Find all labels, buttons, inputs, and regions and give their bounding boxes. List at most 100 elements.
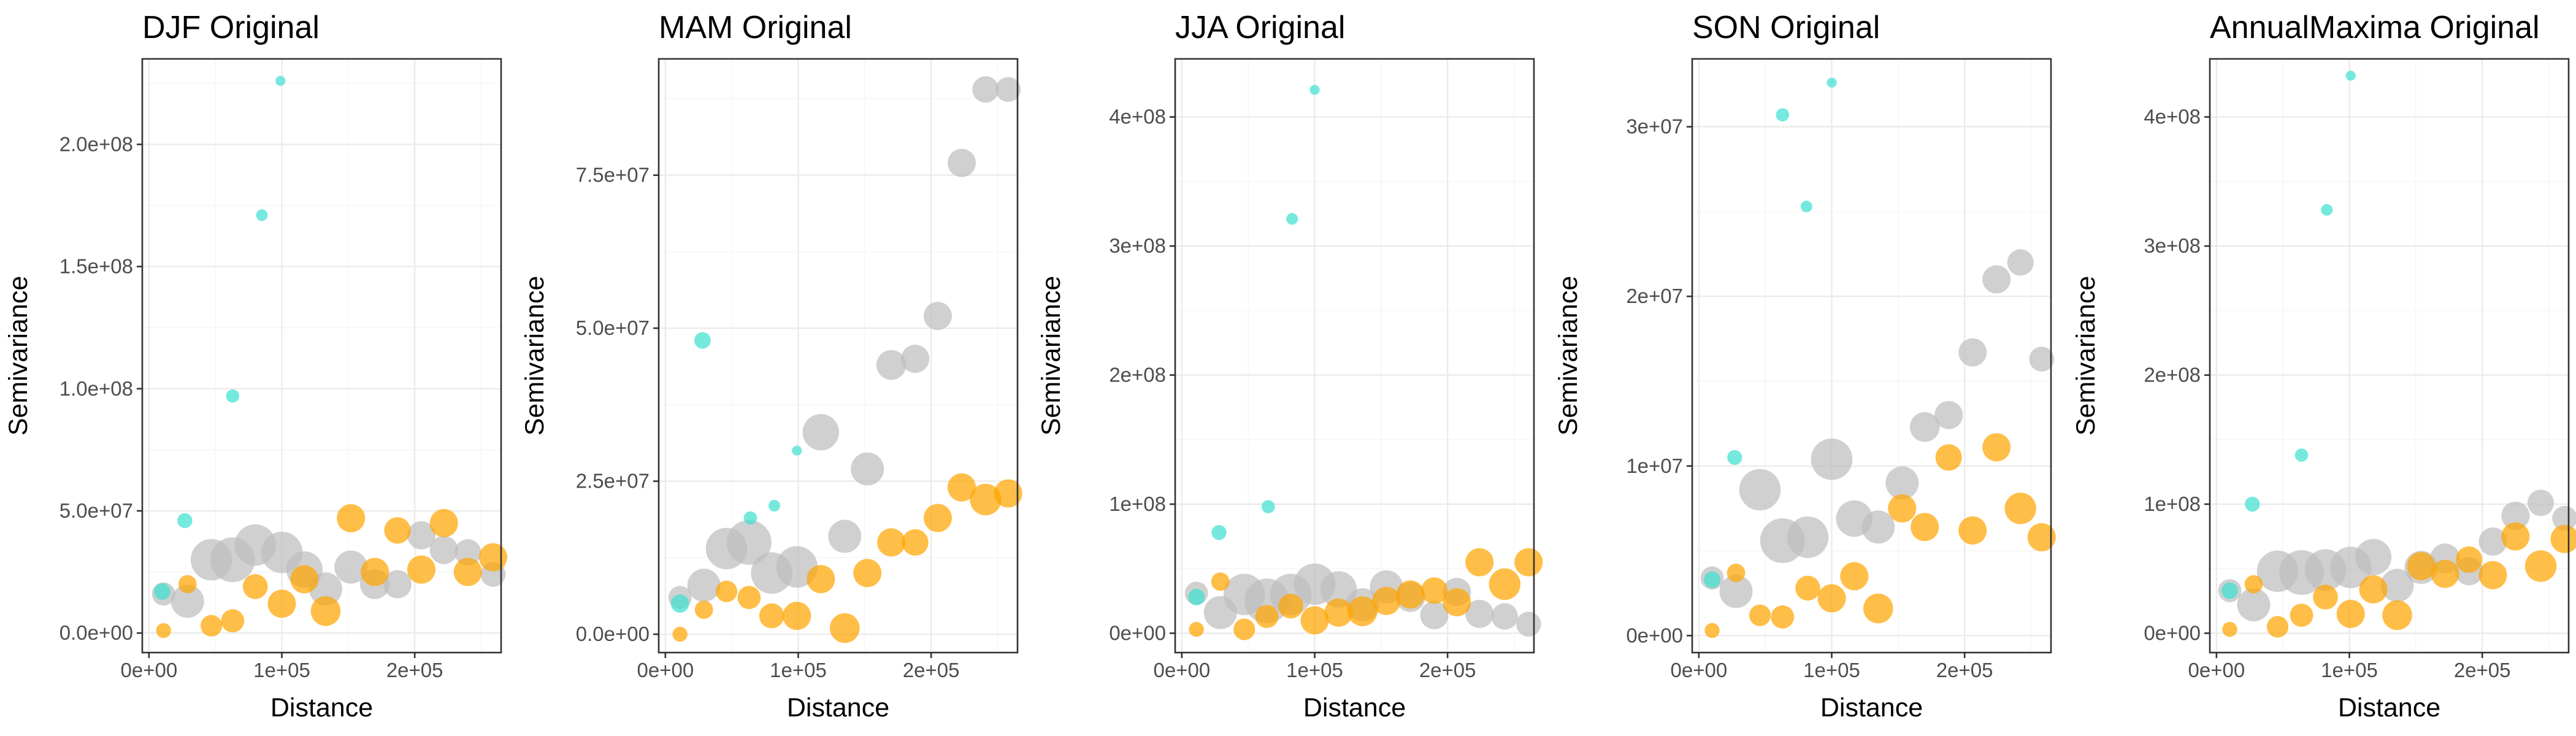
data-point-orange (407, 555, 435, 584)
data-point-orange (337, 504, 366, 532)
data-point-gray (2501, 501, 2530, 530)
data-point-teal (275, 75, 286, 86)
data-point-gray (383, 570, 412, 599)
x-tick-label: 1e+05 (1286, 659, 1343, 681)
data-point-gray (1982, 265, 2011, 294)
x-axis: 0e+00 1e+05 2e+05 (120, 653, 443, 681)
data-point-teal (743, 511, 757, 525)
data-point-teal (2345, 71, 2356, 81)
data-point-orange (1727, 564, 1746, 582)
data-point-teal (694, 332, 711, 349)
data-point-teal (2321, 204, 2333, 216)
data-point-teal (1776, 108, 1790, 122)
data-point-orange (924, 504, 952, 532)
data-point-orange (2266, 616, 2289, 638)
data-point-orange (361, 558, 389, 586)
y-tick-label: 0e+00 (2144, 621, 2201, 644)
data-point-gray (802, 414, 840, 451)
data-point-gray (1934, 401, 1963, 429)
data-point-teal (2294, 448, 2309, 462)
data-point-orange (2478, 561, 2507, 589)
y-tick-label: 7.5e+07 (576, 164, 650, 186)
data-point-orange (877, 528, 906, 557)
data-point-gray (1739, 469, 1781, 511)
x-tick-label: 2e+05 (1936, 659, 1993, 681)
x-axis: 0e+00 1e+05 2e+05 (2188, 653, 2511, 681)
data-point-orange (759, 603, 784, 629)
y-tick-label: 1.0e+08 (59, 377, 133, 400)
data-point-orange (2290, 604, 2313, 627)
data-point-teal (1704, 571, 1720, 588)
data-point-orange (1982, 433, 2011, 462)
data-point-teal (177, 513, 193, 529)
y-tick-label: 4e+08 (1109, 105, 1166, 128)
y-axis: 0e+00 1e+08 2e+08 3e+08 4e+08 (1109, 105, 1175, 644)
panel-border (2209, 58, 2570, 654)
y-tick-label: 2.0e+08 (59, 132, 133, 155)
data-point-orange (156, 623, 171, 638)
data-point-orange (2244, 575, 2263, 594)
panel-annualmaxima: 0e+00 1e+05 2e+05 0e+00 1e+08 2e+08 3e+08 4e+08… (2071, 10, 2576, 723)
y-axis: 0.0e+00 2.5e+07 5.0e+07 7.5e+07 (576, 164, 659, 645)
data-point-gray (1861, 510, 1895, 544)
data-point-orange (290, 565, 319, 594)
data-point-gray (1811, 438, 1853, 480)
data-point-orange (1771, 605, 1795, 629)
data-point-gray (1516, 611, 1541, 637)
panel-border (141, 58, 502, 654)
data-point-gray (995, 77, 1021, 102)
x-tick-label: 1e+05 (253, 659, 310, 681)
data-point-gray (726, 519, 772, 565)
data-point-gray (851, 452, 884, 486)
x-axis-title: Distance (787, 693, 889, 723)
data-point-teal (792, 445, 802, 456)
grid (1175, 59, 1534, 653)
data-point-orange (1211, 572, 1230, 591)
data-point-gray (429, 535, 458, 564)
y-tick-label: 4e+08 (2144, 105, 2201, 128)
grid (659, 59, 1018, 653)
x-tick-label: 0e+00 (120, 659, 177, 681)
data-point-orange (2313, 585, 2338, 610)
data-point-teal (2221, 582, 2238, 599)
data-point-gray (2355, 539, 2392, 575)
data-point-orange (1443, 588, 1471, 616)
data-point-orange (970, 483, 1002, 516)
y-tick-label: 2.5e+07 (576, 470, 650, 493)
data-point-orange (1935, 444, 1962, 471)
data-point-orange (672, 626, 688, 642)
data-point-orange (1233, 618, 1255, 640)
series-teal (1704, 77, 1837, 588)
x-tick-label: 0e+00 (2188, 659, 2245, 681)
data-point-teal (1286, 213, 1298, 225)
data-point-orange (2004, 493, 2036, 524)
data-point-orange (1489, 568, 1520, 600)
series-gray (1700, 249, 2055, 608)
y-tick-label: 2e+07 (1626, 285, 1683, 307)
data-point-orange (1347, 596, 1378, 626)
series-teal (1188, 85, 1320, 605)
data-point-orange (178, 575, 197, 594)
data-point-orange (694, 600, 713, 619)
data-point-gray (901, 345, 930, 373)
y-tick-label: 3e+07 (1626, 115, 1683, 138)
y-tick-label: 5.0e+07 (59, 499, 133, 522)
data-point-orange (1396, 580, 1425, 609)
data-point-gray (1719, 575, 1753, 608)
panel-title: MAM Original (659, 10, 852, 45)
data-point-teal (1188, 589, 1205, 605)
data-point-gray (948, 148, 976, 177)
data-point-orange (1817, 584, 1846, 613)
data-point-gray (972, 76, 999, 103)
data-point-gray (334, 550, 368, 584)
panel-title: JJA Original (1175, 10, 1345, 45)
data-point-teal (1827, 77, 1837, 88)
series-orange (1189, 548, 1543, 640)
data-point-orange (384, 517, 411, 544)
data-point-orange (1420, 577, 1448, 604)
data-point-orange (310, 596, 341, 626)
panel-jja: 0e+00 1e+05 2e+05 0e+00 1e+08 2e+08 3e+08 4e+08… (1037, 10, 1543, 723)
data-point-orange (2336, 599, 2365, 628)
panel-mam: 0e+00 1e+05 2e+05 0.0e+00 2.5e+07 5.0e+07 7.5e… (520, 10, 1022, 723)
data-point-orange (1255, 605, 1279, 628)
